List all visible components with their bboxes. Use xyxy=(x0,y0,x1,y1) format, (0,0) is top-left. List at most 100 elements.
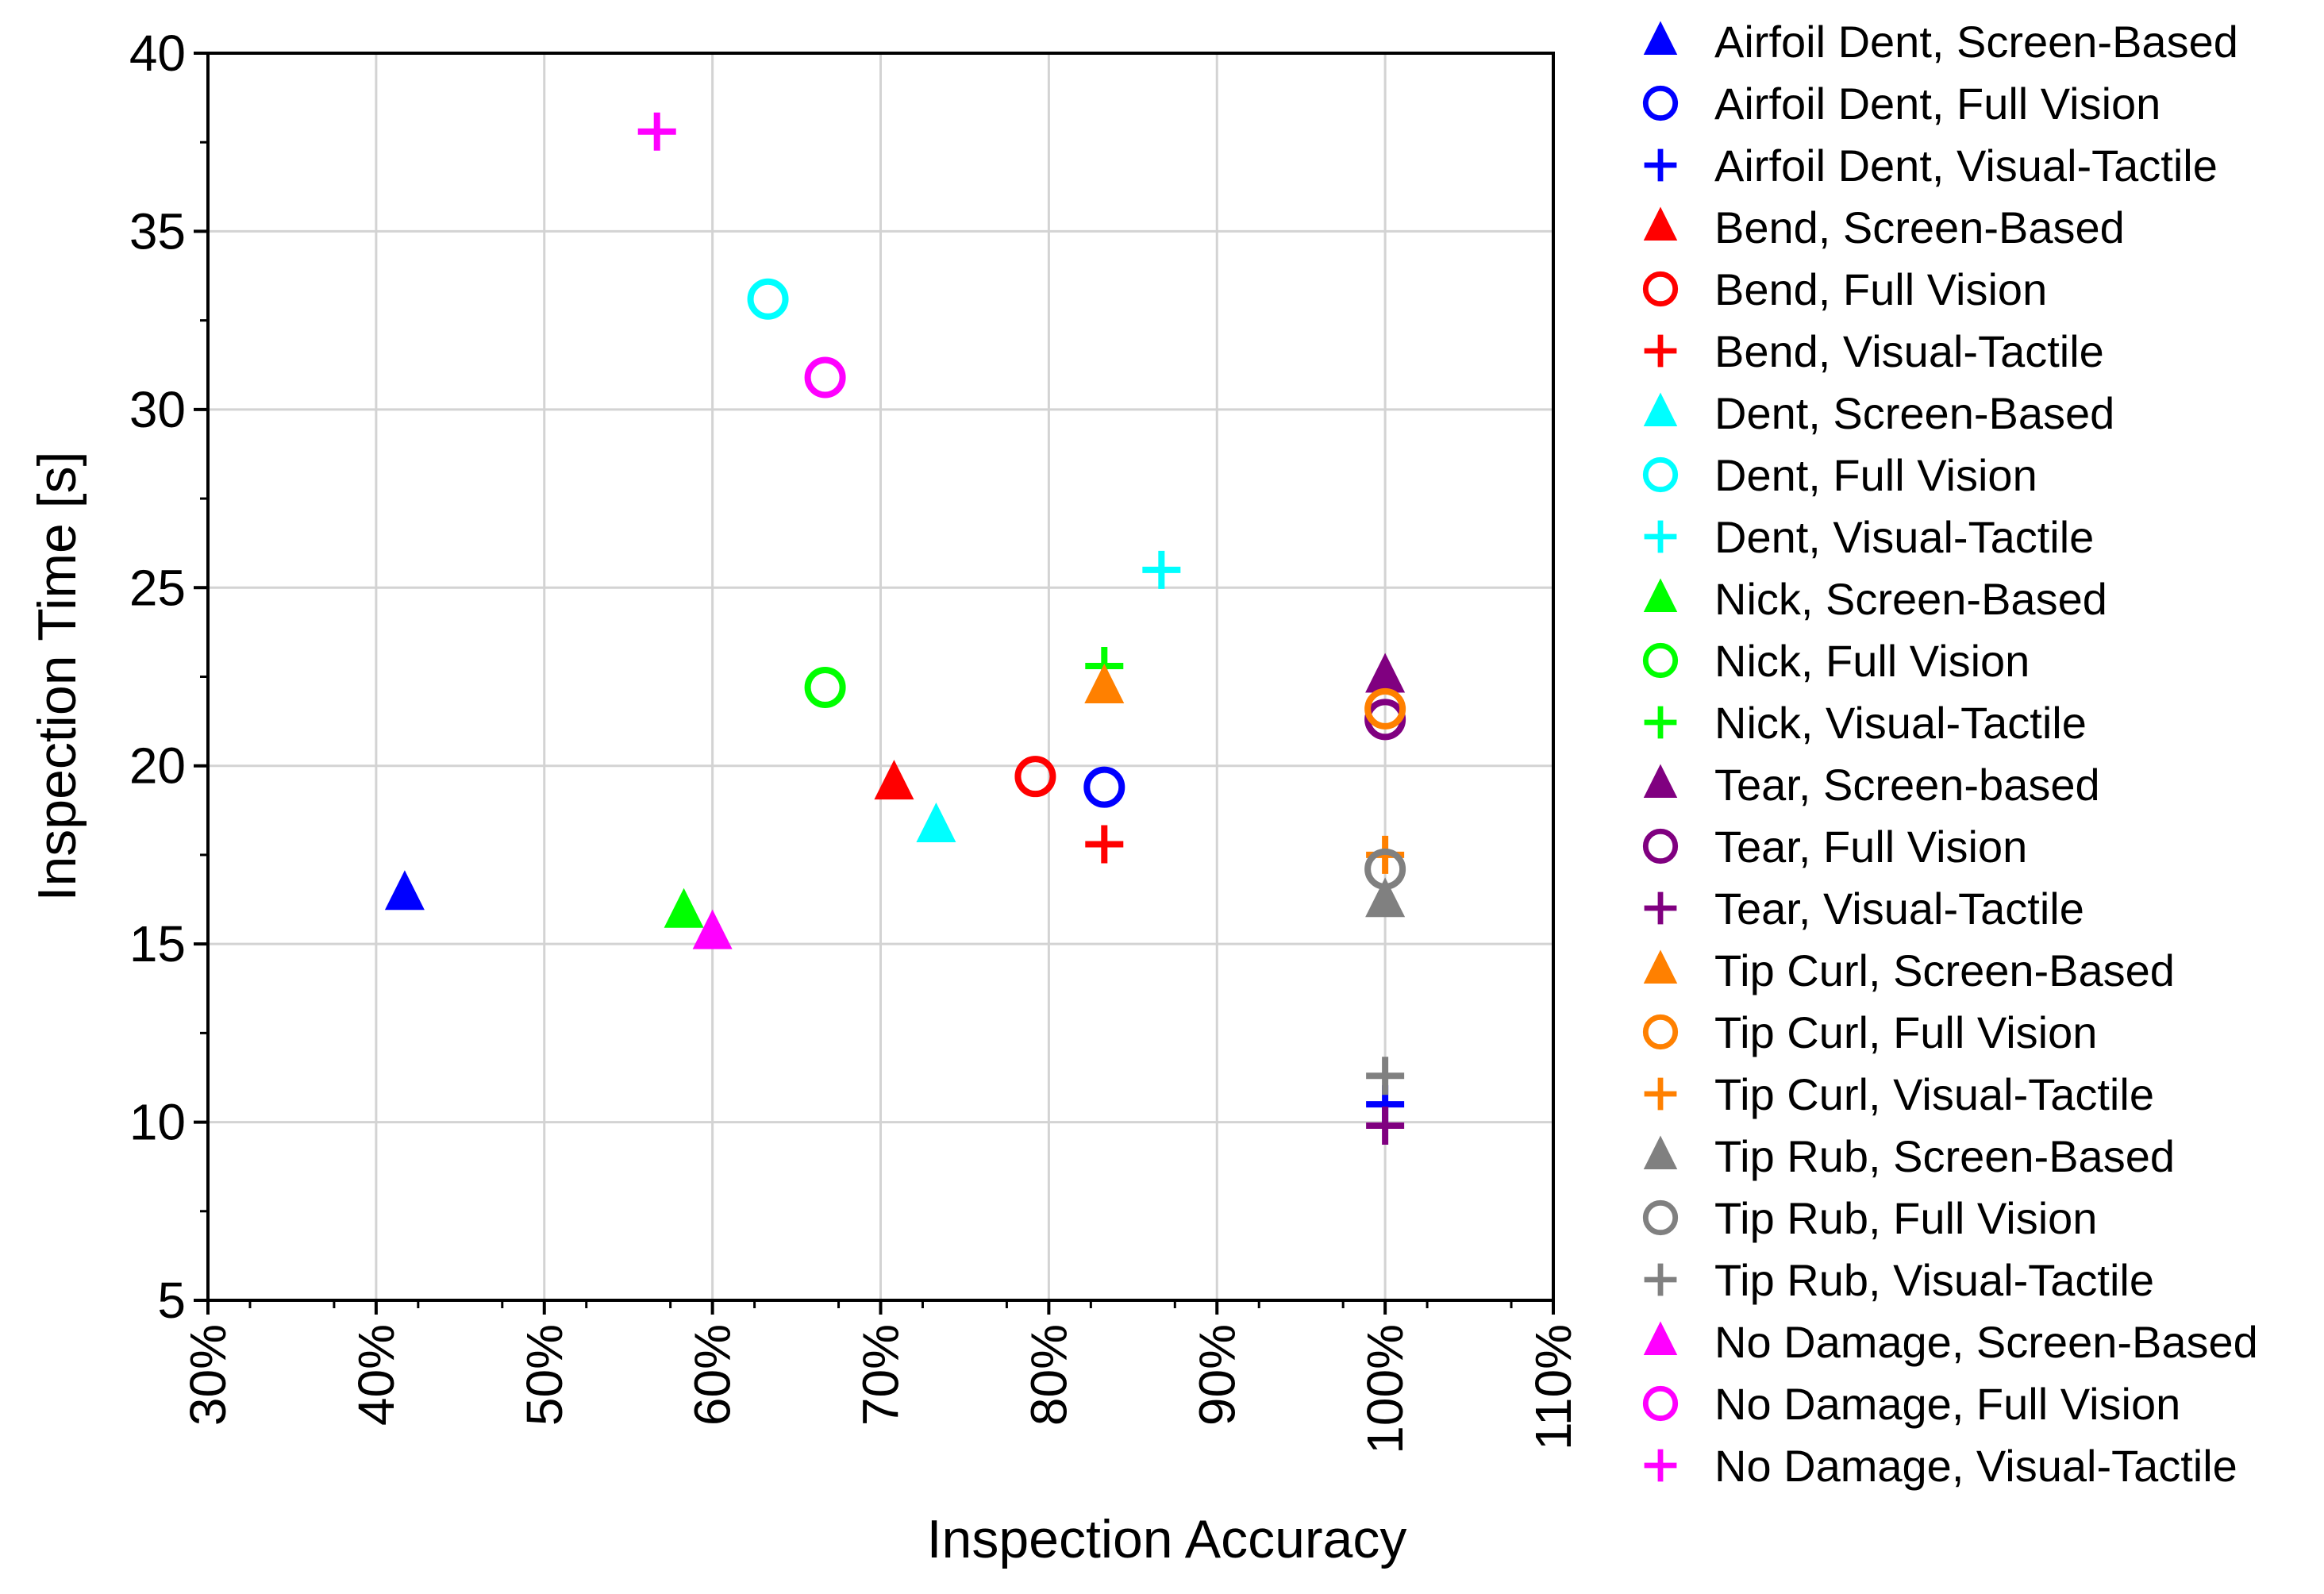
legend-label: Tip Curl, Screen-Based xyxy=(1714,945,2175,995)
legend-label: Nick, Visual-Tactile xyxy=(1714,698,2087,748)
legend-marker-triangle xyxy=(1643,21,1678,55)
legend-label: Nick, Screen-Based xyxy=(1714,574,2107,624)
legend-item: Bend, Screen-Based xyxy=(1643,202,2125,252)
legend-item: Nick, Visual-Tactile xyxy=(1644,698,2087,748)
legend-item: Tear, Visual-Tactile xyxy=(1644,884,2084,934)
legend-marker-circle xyxy=(1642,1385,1679,1422)
legend-item: Airfoil Dent, Full Vision xyxy=(1642,79,2160,129)
legend-label: Tip Curl, Full Vision xyxy=(1714,1007,2097,1057)
data-point-circle xyxy=(1364,848,1406,890)
data-point-plus xyxy=(1142,550,1181,589)
legend-marker-triangle xyxy=(1643,206,1678,241)
legend-marker-triangle xyxy=(1643,392,1678,426)
legend-marker-circle xyxy=(1642,1014,1679,1050)
legend-item: Dent, Full Vision xyxy=(1642,450,2037,500)
legend-marker-plus xyxy=(1644,148,1677,182)
data-points xyxy=(384,112,1406,1145)
legend-label: Dent, Screen-Based xyxy=(1714,388,2114,438)
legend-item: Tip Curl, Full Vision xyxy=(1642,1007,2097,1057)
legend-item: Tip Curl, Visual-Tactile xyxy=(1644,1069,2154,1119)
legend-label: Airfoil Dent, Screen-Based xyxy=(1714,17,2238,67)
x-tick-label: 30% xyxy=(179,1324,237,1426)
y-tick-label: 20 xyxy=(129,737,186,795)
data-point-circle xyxy=(804,666,846,708)
y-tick-label: 5 xyxy=(157,1272,186,1329)
legend-marker-plus xyxy=(1644,1449,1677,1482)
data-point-triangle xyxy=(874,760,914,800)
legend-item: Tip Rub, Visual-Tactile xyxy=(1644,1255,2154,1305)
y-tick-label: 30 xyxy=(129,381,186,438)
legend-item: Tear, Screen-based xyxy=(1643,760,2100,810)
legend-label: Nick, Full Vision xyxy=(1714,636,2030,686)
legend-marker-plus xyxy=(1644,891,1677,925)
legend-marker-circle xyxy=(1642,642,1679,679)
data-point-triangle xyxy=(1365,653,1406,693)
legend-item: Dent, Visual-Tactile xyxy=(1644,512,2094,562)
data-point-triangle xyxy=(664,887,704,928)
legend-item: Airfoil Dent, Screen-Based xyxy=(1643,17,2238,67)
legend-item: Tip Curl, Screen-Based xyxy=(1643,945,2175,995)
data-point-circle xyxy=(1083,766,1125,808)
legend-label: Bend, Visual-Tactile xyxy=(1714,326,2104,376)
legend-label: Bend, Full Vision xyxy=(1714,264,2047,314)
legend-marker-circle xyxy=(1642,1199,1679,1236)
legend-label: Airfoil Dent, Visual-Tactile xyxy=(1714,141,2218,191)
legend-label: No Damage, Screen-Based xyxy=(1714,1317,2258,1367)
y-axis-label: Inspection Time [s] xyxy=(27,452,87,902)
x-tick-label: 50% xyxy=(516,1324,573,1426)
x-tick-label: 60% xyxy=(684,1324,741,1426)
legend-label: Airfoil Dent, Full Vision xyxy=(1714,79,2160,129)
data-point-plus xyxy=(1366,1057,1405,1095)
data-point-plus xyxy=(637,112,676,151)
x-tick-label: 40% xyxy=(348,1324,405,1426)
data-point-triangle xyxy=(1084,663,1125,703)
legend-marker-triangle xyxy=(1643,1321,1678,1355)
data-point-triangle xyxy=(692,909,733,949)
legend-item: Nick, Full Vision xyxy=(1642,636,2030,686)
legend-label: Tear, Full Vision xyxy=(1714,822,2027,872)
legend-marker-plus xyxy=(1644,334,1677,368)
x-tick-label: 100% xyxy=(1356,1324,1414,1454)
data-point-circle xyxy=(747,278,789,320)
legend-label: Tip Curl, Visual-Tactile xyxy=(1714,1069,2154,1119)
x-tick-label: 110% xyxy=(1525,1324,1582,1450)
data-point-circle xyxy=(804,356,846,398)
x-tick-label: 70% xyxy=(852,1324,910,1426)
legend-item: Bend, Full Vision xyxy=(1642,264,2047,314)
axis-ticks: 30% 40% 50% 60% 70% 80% 90% 100% 110% 5 10 15 20 25 30… xyxy=(129,25,1582,1454)
data-point-plus xyxy=(1366,1107,1405,1145)
legend-label: Tip Rub, Screen-Based xyxy=(1714,1131,2175,1181)
data-point-circle xyxy=(1014,756,1056,798)
legend-marker-circle xyxy=(1642,456,1679,493)
legend-marker-circle xyxy=(1642,85,1679,121)
legend-label: No Damage, Full Vision xyxy=(1714,1379,2180,1429)
legend-item: Tip Rub, Full Vision xyxy=(1642,1193,2097,1243)
grid-lines xyxy=(208,53,1553,1300)
legend: Airfoil Dent, Screen-Based Airfoil Dent, … xyxy=(1642,17,2258,1491)
legend-label: Tear, Screen-based xyxy=(1714,760,2100,810)
x-tick-label: 80% xyxy=(1020,1324,1077,1426)
legend-marker-plus xyxy=(1644,520,1677,553)
legend-marker-triangle xyxy=(1643,949,1678,984)
x-tick-label: 90% xyxy=(1188,1324,1245,1426)
legend-label: Tip Rub, Visual-Tactile xyxy=(1714,1255,2154,1305)
data-point-plus xyxy=(1085,825,1124,864)
legend-label: Dent, Full Vision xyxy=(1714,450,2037,500)
y-tick-label: 40 xyxy=(129,25,186,82)
legend-label: Bend, Screen-Based xyxy=(1714,202,2125,252)
legend-marker-circle xyxy=(1642,271,1679,307)
legend-item: No Damage, Visual-Tactile xyxy=(1644,1441,2237,1491)
y-tick-label: 25 xyxy=(129,559,186,616)
data-point-triangle xyxy=(384,870,425,911)
legend-item: Airfoil Dent, Visual-Tactile xyxy=(1644,141,2218,191)
legend-item: No Damage, Full Vision xyxy=(1642,1379,2180,1429)
y-tick-label: 10 xyxy=(129,1094,186,1151)
legend-label: Tear, Visual-Tactile xyxy=(1714,884,2084,934)
legend-item: Nick, Screen-Based xyxy=(1643,574,2107,624)
data-point-circle xyxy=(1364,687,1406,730)
data-point-triangle xyxy=(1365,877,1406,918)
x-axis-label: Inspection Accuracy xyxy=(927,1509,1407,1569)
legend-marker-triangle xyxy=(1643,764,1678,798)
legend-marker-plus xyxy=(1644,706,1677,739)
